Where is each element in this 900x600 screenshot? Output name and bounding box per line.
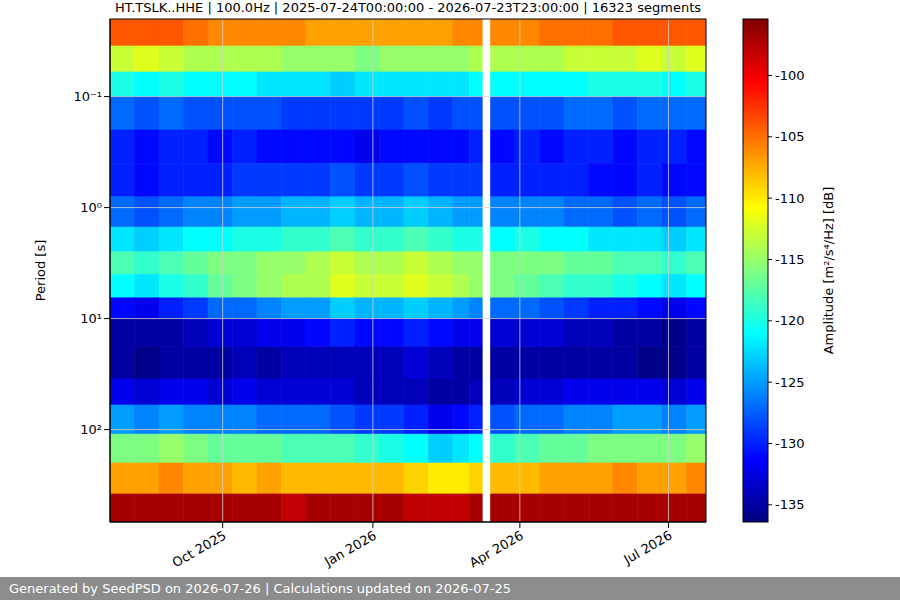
svg-text:-120: -120 — [775, 313, 805, 328]
svg-text:10⁻¹: 10⁻¹ — [73, 89, 102, 104]
svg-text:10¹: 10¹ — [80, 311, 102, 326]
html-text:HT.TSLK..HHE | 100.0Hz | 2025-: HT.TSLK..HHE | 100.0Hz | 2025-07-24T00:0… — [115, 0, 701, 15]
svg-text:-135: -135 — [775, 497, 805, 512]
svg-text:-115: -115 — [775, 252, 805, 267]
svg-text:Generated by SeedPSD on 2026-0: Generated by SeedPSD on 2026-07-26 | Cal… — [9, 581, 511, 596]
svg-text:-125: -125 — [775, 375, 805, 390]
svg-text:Amplitude [m²/s⁴/Hz] [dB]: Amplitude [m²/s⁴/Hz] [dB] — [821, 187, 836, 355]
svg-text:Jul 2026: Jul 2026 — [620, 528, 674, 568]
svg-text:-130: -130 — [775, 436, 805, 451]
svg-text:Oct 2025: Oct 2025 — [170, 528, 229, 571]
svg-text:-110: -110 — [775, 191, 805, 206]
svg-text:Period [s]: Period [s] — [33, 240, 48, 302]
svg-text:10⁰: 10⁰ — [80, 200, 102, 215]
svg-text:10²: 10² — [80, 422, 102, 437]
svg-text:Jan 2026: Jan 2026 — [321, 528, 379, 570]
svg-text:-100: -100 — [775, 68, 805, 83]
svg-text:Apr 2026: Apr 2026 — [467, 528, 526, 571]
svg-text:-105: -105 — [775, 129, 805, 144]
